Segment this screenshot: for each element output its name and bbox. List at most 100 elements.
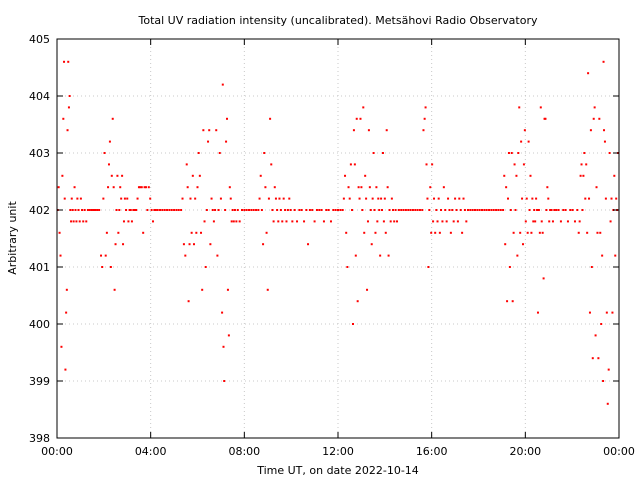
data-point bbox=[133, 209, 136, 211]
data-point bbox=[119, 186, 122, 189]
data-point bbox=[211, 209, 214, 211]
data-point bbox=[90, 209, 93, 211]
data-point bbox=[77, 209, 80, 211]
data-point bbox=[578, 220, 581, 223]
data-point bbox=[549, 209, 552, 211]
data-point bbox=[529, 174, 532, 177]
data-point bbox=[307, 243, 310, 246]
data-point bbox=[66, 129, 69, 132]
data-point bbox=[444, 209, 447, 211]
data-point bbox=[579, 174, 582, 177]
data-point bbox=[202, 129, 205, 132]
grid-lines bbox=[57, 39, 619, 438]
data-point bbox=[277, 220, 280, 223]
data-point bbox=[423, 117, 426, 120]
data-point bbox=[214, 209, 217, 211]
data-point bbox=[515, 174, 518, 177]
data-point bbox=[262, 243, 265, 246]
data-point bbox=[274, 197, 277, 200]
data-point bbox=[60, 345, 63, 348]
data-point bbox=[154, 209, 157, 211]
data-point bbox=[226, 288, 229, 291]
data-point bbox=[393, 220, 396, 223]
data-point bbox=[434, 231, 437, 234]
data-point bbox=[545, 209, 548, 211]
data-point bbox=[601, 254, 604, 257]
data-point bbox=[187, 300, 190, 303]
data-point bbox=[374, 231, 377, 234]
data-point bbox=[327, 209, 330, 211]
data-point bbox=[495, 209, 498, 211]
data-point bbox=[594, 334, 597, 337]
data-point bbox=[337, 209, 339, 211]
data-point bbox=[271, 209, 274, 211]
data-point bbox=[429, 186, 432, 189]
data-point bbox=[528, 209, 531, 211]
data-point bbox=[184, 254, 187, 257]
data-point bbox=[116, 174, 119, 177]
data-point bbox=[159, 209, 162, 211]
data-point bbox=[78, 220, 81, 223]
data-point bbox=[69, 209, 72, 211]
data-point bbox=[589, 129, 592, 132]
data-point bbox=[128, 209, 131, 211]
data-point bbox=[564, 209, 567, 211]
data-point bbox=[74, 209, 77, 211]
data-point bbox=[394, 209, 397, 211]
data-point bbox=[207, 140, 210, 143]
data-point bbox=[372, 152, 375, 154]
data-point bbox=[356, 300, 359, 303]
data-point bbox=[386, 186, 389, 189]
data-point bbox=[298, 209, 301, 211]
data-point bbox=[105, 231, 108, 234]
data-point bbox=[354, 254, 357, 257]
data-point bbox=[272, 220, 275, 223]
data-point bbox=[520, 140, 523, 143]
data-point bbox=[591, 357, 594, 360]
x-tick-label: 00:00 bbox=[41, 445, 73, 458]
data-point bbox=[449, 231, 452, 234]
data-point bbox=[108, 140, 111, 143]
data-point bbox=[503, 174, 506, 177]
data-point bbox=[539, 106, 542, 109]
data-point bbox=[469, 209, 472, 211]
data-point bbox=[118, 209, 121, 211]
data-point bbox=[368, 186, 371, 189]
data-point bbox=[416, 209, 419, 211]
x-axis-label: Time UT, on date 2022-10-14 bbox=[256, 464, 419, 477]
data-point bbox=[400, 209, 403, 211]
data-point bbox=[130, 220, 133, 223]
data-point bbox=[229, 197, 232, 200]
data-point bbox=[186, 186, 189, 189]
data-point bbox=[471, 209, 474, 211]
data-point bbox=[522, 163, 525, 166]
data-point bbox=[437, 197, 440, 200]
data-point bbox=[373, 209, 376, 211]
data-point bbox=[527, 140, 530, 143]
data-point bbox=[378, 209, 381, 211]
data-point bbox=[581, 209, 584, 211]
data-point bbox=[135, 209, 138, 211]
data-point bbox=[129, 209, 132, 211]
data-point bbox=[576, 209, 579, 211]
data-point bbox=[203, 220, 206, 223]
data-point bbox=[308, 209, 311, 211]
data-point bbox=[590, 266, 593, 268]
data-point bbox=[509, 209, 512, 211]
data-point bbox=[441, 220, 444, 223]
data-point bbox=[605, 311, 608, 314]
data-point bbox=[551, 220, 554, 223]
data-point bbox=[126, 197, 129, 200]
data-point bbox=[424, 106, 427, 109]
data-point bbox=[537, 209, 540, 211]
data-point bbox=[421, 209, 424, 211]
data-point bbox=[114, 243, 117, 246]
data-point bbox=[83, 209, 86, 211]
data-point bbox=[511, 300, 514, 303]
data-point bbox=[221, 311, 224, 314]
data-point bbox=[278, 197, 281, 200]
data-point bbox=[293, 209, 296, 211]
data-point bbox=[476, 209, 479, 211]
data-point bbox=[245, 209, 248, 211]
